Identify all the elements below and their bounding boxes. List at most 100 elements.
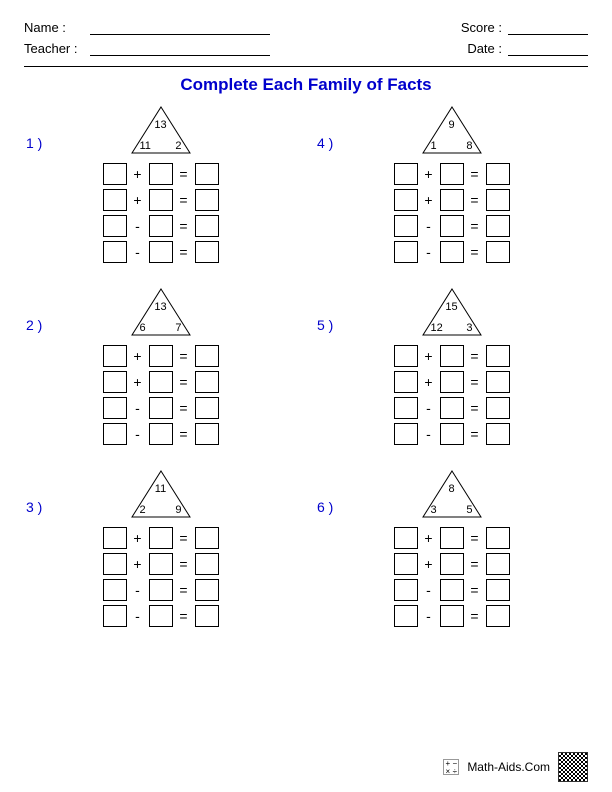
teacher-field: Teacher : [24,41,270,56]
equation-row: += [394,345,510,367]
answer-box[interactable] [149,553,173,575]
answer-box[interactable] [195,241,219,263]
answer-box[interactable] [103,397,127,419]
answer-box[interactable] [486,189,510,211]
answer-box[interactable] [103,579,127,601]
answer-box[interactable] [149,605,173,627]
operator: + [424,556,434,572]
problem-number: 2 ) [26,317,42,333]
answer-box[interactable] [149,163,173,185]
answer-box[interactable] [149,397,173,419]
operator: - [133,426,143,442]
answer-box[interactable] [440,189,464,211]
answer-box[interactable] [103,527,127,549]
answer-box[interactable] [440,605,464,627]
operator: + [424,192,434,208]
operator: - [424,400,434,416]
answer-box[interactable] [394,189,418,211]
equation-row: -= [103,241,219,263]
equals: = [179,166,189,182]
equation-row: -= [394,579,510,601]
answer-box[interactable] [394,345,418,367]
problem-number: 6 ) [317,499,333,515]
answer-box[interactable] [440,345,464,367]
answer-box[interactable] [486,241,510,263]
answer-box[interactable] [486,527,510,549]
answer-box[interactable] [440,397,464,419]
answer-box[interactable] [103,423,127,445]
name-label: Name : [24,20,84,35]
answer-box[interactable] [440,215,464,237]
name-blank[interactable] [90,21,270,35]
answer-box[interactable] [103,605,127,627]
equals: = [179,556,189,572]
answer-box[interactable] [149,371,173,393]
score-blank[interactable] [508,21,588,35]
answer-box[interactable] [440,553,464,575]
answer-box[interactable] [486,423,510,445]
answer-box[interactable] [440,579,464,601]
answer-box[interactable] [195,215,219,237]
answer-box[interactable] [103,371,127,393]
answer-box[interactable] [149,241,173,263]
answer-box[interactable] [486,163,510,185]
answer-box[interactable] [440,423,464,445]
answer-box[interactable] [149,189,173,211]
answer-box[interactable] [103,241,127,263]
equals: = [470,608,480,624]
answer-box[interactable] [195,527,219,549]
answer-box[interactable] [103,553,127,575]
answer-box[interactable] [440,371,464,393]
answer-box[interactable] [195,371,219,393]
answer-box[interactable] [149,215,173,237]
answer-box[interactable] [394,163,418,185]
problem: 1 )13112+=+=-=-= [30,105,291,263]
answer-box[interactable] [394,553,418,575]
answer-box[interactable] [195,163,219,185]
answer-box[interactable] [486,371,510,393]
answer-box[interactable] [103,163,127,185]
equation-row: += [394,371,510,393]
teacher-blank[interactable] [90,42,270,56]
answer-box[interactable] [486,215,510,237]
answer-box[interactable] [394,397,418,419]
equation-row: -= [394,423,510,445]
answer-box[interactable] [195,189,219,211]
answer-box[interactable] [103,345,127,367]
answer-box[interactable] [149,423,173,445]
answer-box[interactable] [394,423,418,445]
answer-box[interactable] [195,605,219,627]
operator: + [424,348,434,364]
answer-box[interactable] [394,579,418,601]
answer-box[interactable] [440,241,464,263]
answer-box[interactable] [195,397,219,419]
answer-box[interactable] [394,371,418,393]
answer-box[interactable] [486,579,510,601]
answer-box[interactable] [440,163,464,185]
worksheet-title: Complete Each Family of Facts [24,75,588,95]
problem-number: 3 ) [26,499,42,515]
answer-box[interactable] [394,527,418,549]
answer-box[interactable] [195,345,219,367]
answer-box[interactable] [195,553,219,575]
answer-box[interactable] [149,579,173,601]
answer-box[interactable] [486,345,510,367]
problem-number: 1 ) [26,135,42,151]
operator: - [424,244,434,260]
answer-box[interactable] [149,527,173,549]
operator: + [424,166,434,182]
answer-box[interactable] [486,553,510,575]
answer-box[interactable] [486,397,510,419]
answer-box[interactable] [394,605,418,627]
answer-box[interactable] [394,215,418,237]
answer-box[interactable] [486,605,510,627]
answer-box[interactable] [195,579,219,601]
answer-box[interactable] [394,241,418,263]
date-blank[interactable] [508,42,588,56]
answer-box[interactable] [195,423,219,445]
answer-box[interactable] [149,345,173,367]
equals: = [470,556,480,572]
answer-box[interactable] [440,527,464,549]
answer-box[interactable] [103,189,127,211]
answer-box[interactable] [103,215,127,237]
